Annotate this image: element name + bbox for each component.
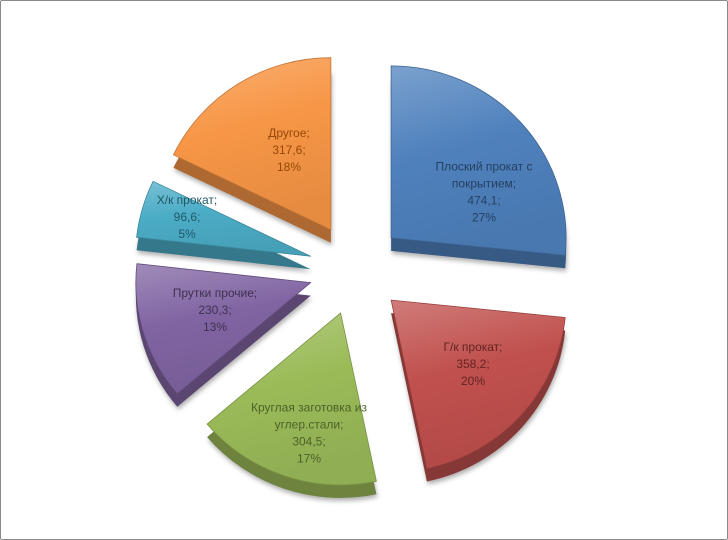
pie-slice-top-face <box>390 65 567 256</box>
pie-slice-top-face <box>173 57 332 231</box>
pie-slice-2[interactable]: Г/к прокат; 358,2; 20% <box>390 299 566 482</box>
pie-slice-1[interactable]: Плоский прокат с покрытием; 474,1; 27% <box>390 65 567 269</box>
pie-slice-top-face <box>136 180 311 257</box>
pie-slice-top-face <box>206 312 377 486</box>
pie-slice-top-face <box>135 263 312 395</box>
pie-slice-top-face <box>390 299 566 469</box>
